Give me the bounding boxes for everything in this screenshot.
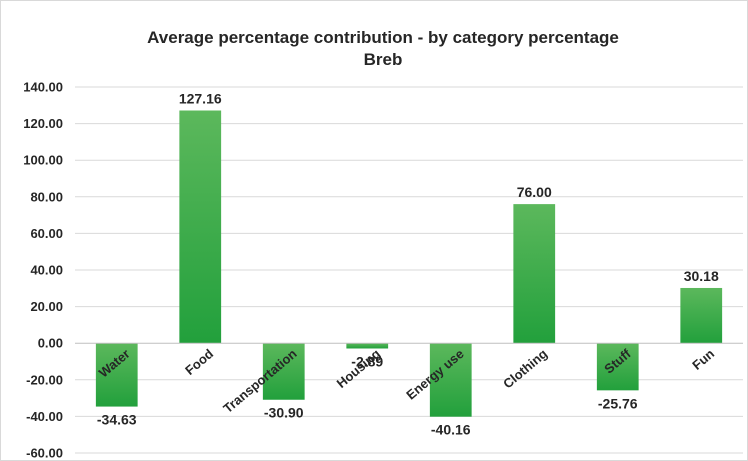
y-tick-label: 140.00 (23, 80, 63, 95)
bar (262, 343, 305, 400)
category-label: Food (182, 346, 216, 378)
data-label: -2.89 (351, 353, 383, 369)
category-label: Fun (689, 346, 717, 373)
data-label: 127.16 (179, 90, 222, 106)
y-tick-label: 0.00 (38, 336, 63, 351)
bar (95, 343, 138, 407)
bar (513, 204, 556, 344)
bar (179, 110, 222, 344)
y-tick-label: 60.00 (30, 226, 63, 241)
y-tick-label: -60.00 (26, 446, 63, 461)
bars (95, 110, 723, 417)
data-label: -30.90 (264, 405, 304, 421)
y-tick-label: -20.00 (26, 372, 63, 387)
y-tick-label: -40.00 (26, 409, 63, 424)
data-label: -40.16 (431, 422, 471, 438)
y-tick-label: 40.00 (30, 263, 63, 278)
chart-subtitle: Breb (364, 50, 403, 69)
bar (596, 343, 639, 391)
y-tick-label: 120.00 (23, 116, 63, 131)
data-label: -34.63 (97, 412, 137, 428)
y-tick-label: 80.00 (30, 189, 63, 204)
bar (429, 343, 472, 417)
data-label: -25.76 (598, 395, 638, 411)
chart-title: Average percentage contribution - by cat… (147, 28, 619, 47)
data-labels: -34.63 127.16 -30.90 -2.89 -40.16 76.00 -25.76… (97, 90, 719, 437)
category-label: Clothing (500, 346, 550, 391)
bar (346, 343, 389, 349)
data-label: 30.18 (684, 268, 719, 284)
bar (680, 287, 723, 344)
y-tick-label: 100.00 (23, 153, 63, 168)
y-tick-label: 20.00 (30, 299, 63, 314)
data-label: 76.00 (517, 184, 552, 200)
y-axis-ticks: 140.00 120.00 100.00 80.00 60.00 40.00 20.00 0.… (23, 80, 63, 461)
